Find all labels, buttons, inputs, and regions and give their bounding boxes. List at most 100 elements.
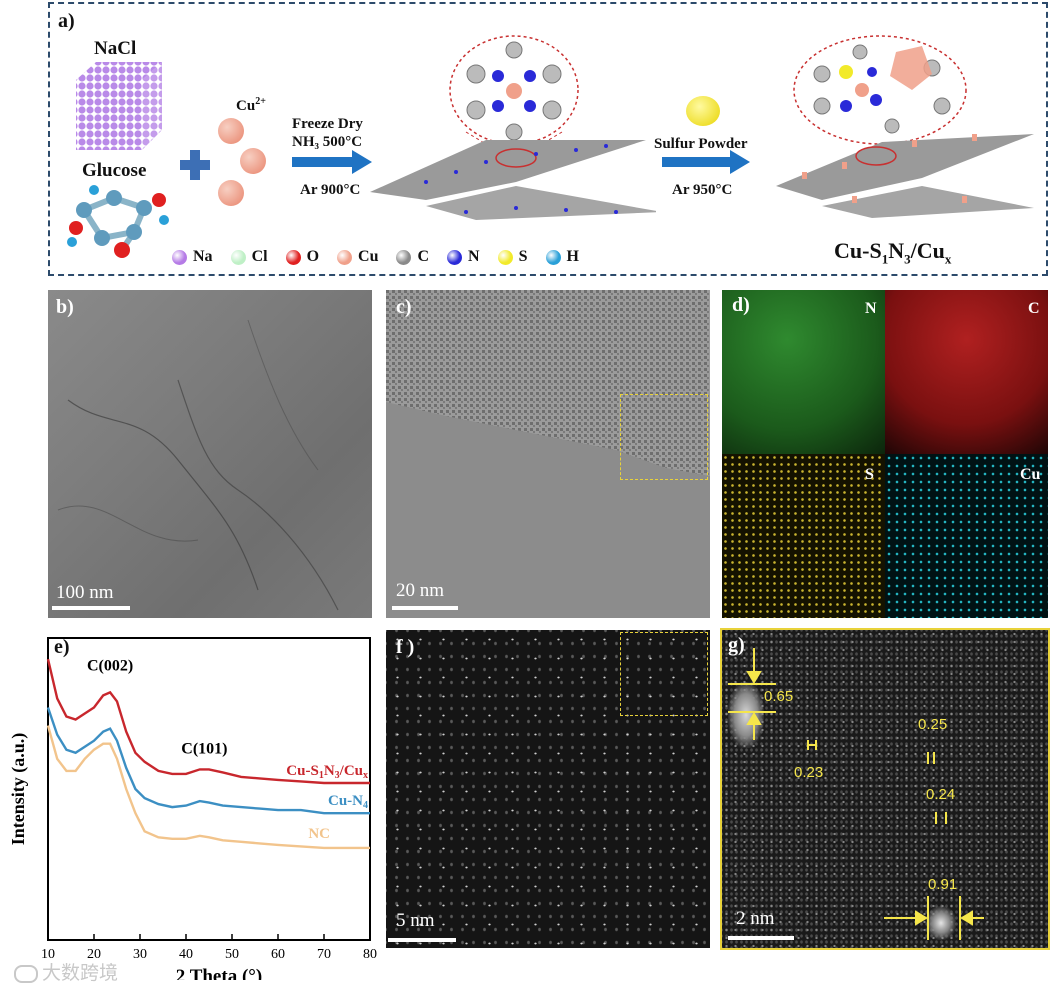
legend-dot-icon — [230, 249, 246, 265]
series-label-0: Cu-S1N3/Cux — [286, 763, 368, 781]
x-tick-label: 20 — [87, 947, 101, 962]
legend-item-n: N — [447, 248, 480, 266]
scale-label-c: 20 nm — [396, 580, 445, 601]
step1-arrowhead-icon — [352, 150, 372, 174]
legend-dot-icon — [337, 249, 353, 265]
watermark-logo: 大数跨境 — [14, 958, 118, 985]
eds-mapping-d — [722, 290, 1048, 618]
legend-label: Cl — [251, 248, 268, 265]
bright-cluster — [926, 906, 956, 940]
s-map — [722, 454, 885, 618]
legend-label: Cu — [358, 248, 379, 265]
map-label-n: N — [865, 300, 877, 317]
legend-item-c: C — [396, 248, 429, 266]
glucose-label: Glucose — [82, 160, 147, 181]
x-tick-label: 50 — [225, 947, 239, 962]
panel-f-label: f ) — [396, 636, 415, 658]
legend-item-cu: Cu — [337, 248, 378, 266]
legend-label: O — [306, 248, 320, 265]
step2-arrow — [662, 157, 732, 167]
scale-bar-b — [52, 606, 130, 610]
x-tick-label: 80 — [363, 947, 377, 962]
scale-label-g: 2 nm — [736, 908, 775, 929]
legend-item-h: H — [545, 248, 579, 266]
nacl-cube-icon — [76, 62, 162, 150]
legend-item-cl: Cl — [230, 248, 268, 266]
map-label-cu: Cu — [1020, 466, 1041, 483]
x-tick-label: 70 — [317, 947, 331, 962]
sulfur-powder-icon — [686, 96, 720, 126]
element-legend: Na Cl O Cu C N S H — [172, 248, 579, 266]
step2-arrowhead-icon — [730, 150, 750, 174]
legend-label: N — [468, 248, 480, 265]
nacl-label: NaCl — [94, 38, 137, 59]
measurement-markers — [728, 648, 984, 940]
x-tick-label: 30 — [133, 947, 147, 962]
product-label: Cu-S1N3/Cux — [834, 238, 952, 267]
legend-item-o: O — [285, 248, 320, 266]
panel-g-label: g) — [728, 634, 745, 656]
plot-frame — [47, 637, 371, 941]
legend-label: C — [417, 248, 430, 265]
glucose-molecule-icon — [67, 185, 169, 258]
haadf-stem-image-f — [386, 630, 710, 948]
n-map — [722, 290, 885, 454]
x-tick-label: 40 — [179, 947, 193, 962]
peak-annotation-c101: C(101) — [181, 740, 227, 757]
zoom-region-box — [620, 394, 708, 480]
cu-sphere-icon — [218, 180, 244, 206]
step1-condition-line1: Freeze Dry — [292, 116, 363, 132]
c-map — [885, 290, 1048, 454]
panel-c-label: c) — [396, 296, 412, 318]
panel-a-label: a) — [58, 10, 75, 32]
measurement-0-23: 0.23 — [794, 764, 824, 781]
legend-dot-icon — [545, 249, 561, 265]
cu-map — [885, 454, 1048, 618]
zoom-region-box-f — [620, 632, 708, 716]
xrd-chart: 10 20 30 40 50 60 70 80 2 Theta (°) Intensity (a.… — [8, 637, 377, 980]
legend-item-na: Na — [172, 248, 213, 266]
step2-condition-bottom: Ar 950°C — [672, 182, 733, 198]
legend-dot-icon — [497, 249, 513, 265]
step1-arrow — [292, 157, 354, 167]
scale-bar-c — [392, 606, 458, 610]
cu-sphere-icon — [240, 148, 266, 174]
scale-label-b: 100 nm — [56, 582, 114, 603]
measurement-0-91: 0.91 — [928, 876, 958, 893]
legend-dot-icon — [172, 249, 187, 265]
step1-condition-bottom: Ar 900°C — [300, 182, 361, 198]
series-line-1 — [46, 707, 370, 815]
plus-icon-vertical — [190, 150, 200, 180]
legend-label: Na — [193, 248, 213, 265]
panel-d-label: d) — [732, 294, 750, 316]
peak-annotation-c002: C(002) — [87, 657, 133, 674]
series-line-2 — [46, 725, 370, 850]
x-tick-label: 60 — [271, 947, 285, 962]
x-tick-label: 10 — [41, 947, 55, 962]
scale-bar-f — [388, 938, 456, 942]
cu-s1n3-sheet-illustration — [776, 35, 1034, 218]
panel-e-label: e) — [54, 636, 70, 658]
series-line-0 — [46, 658, 370, 785]
measurement-0-24: 0.24 — [926, 786, 956, 803]
cu-sphere-icon — [218, 118, 244, 144]
x-axis-label: 2 Theta (°) — [176, 966, 262, 980]
tem-image-b — [48, 290, 372, 618]
legend-dot-icon — [447, 249, 463, 265]
watermark-icon — [14, 964, 38, 983]
legend-item-s: S — [497, 248, 528, 266]
legend-label: S — [518, 248, 528, 265]
measurement-0-65: 0.65 — [764, 688, 794, 705]
cu-n4-sheet-illustration — [370, 35, 656, 220]
y-axis-label: Intensity (a.u.) — [8, 733, 29, 846]
map-label-c: C — [1028, 300, 1040, 317]
cu-ion-label: Cu2+ — [236, 96, 266, 114]
legend-dot-icon — [396, 249, 412, 265]
step2-condition-top: Sulfur Powder — [654, 136, 748, 152]
series-label-2: NC — [308, 826, 330, 842]
measurement-0-25: 0.25 — [918, 716, 948, 733]
series-label-1: Cu-N4 — [328, 793, 368, 811]
legend-label: H — [566, 248, 579, 265]
scale-bar-g — [728, 936, 794, 940]
map-label-s: S — [865, 466, 874, 483]
